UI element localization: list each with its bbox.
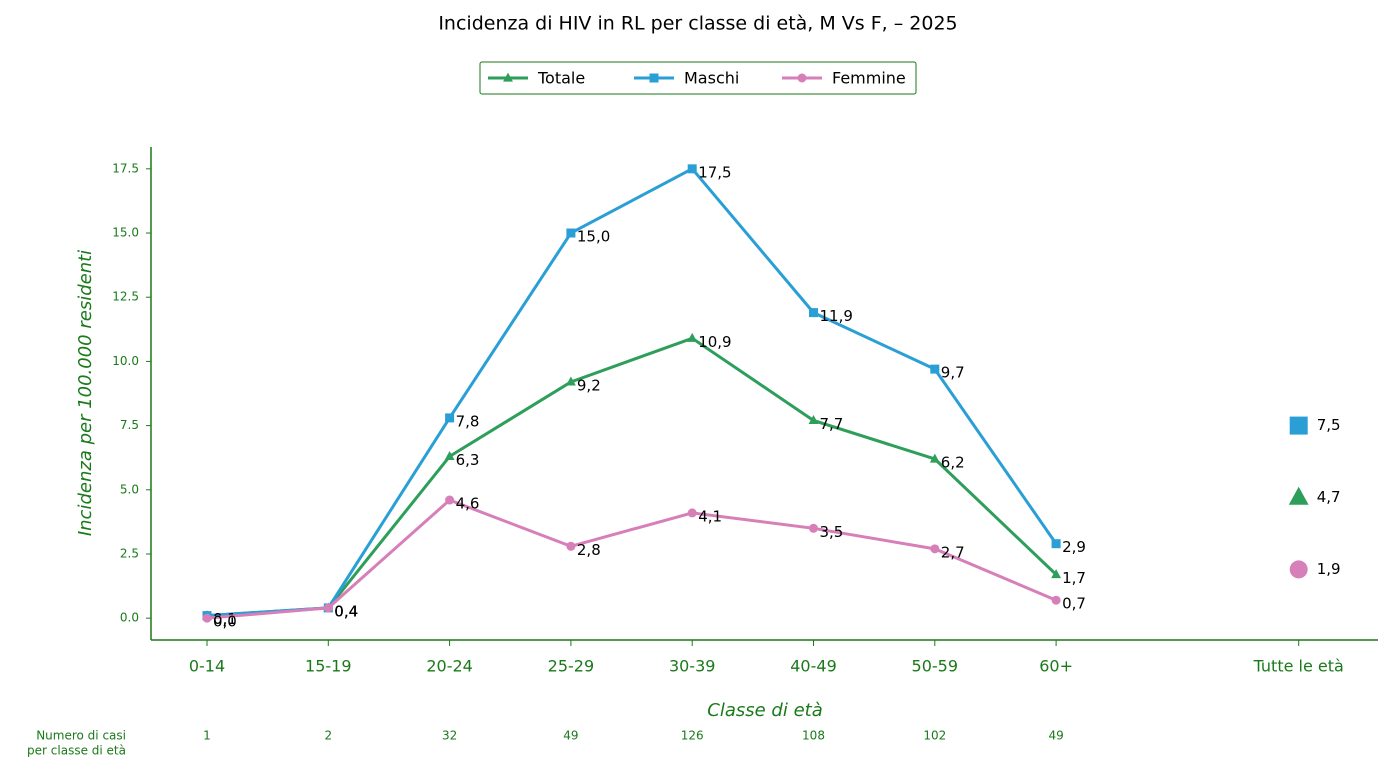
marker [565, 376, 576, 386]
marker [1289, 560, 1308, 579]
marker [323, 603, 333, 613]
legend-label: Femmine [832, 69, 906, 88]
series-line [206, 336, 1058, 618]
case-count: 49 [1048, 729, 1063, 743]
marker [687, 164, 697, 174]
marker [687, 508, 697, 518]
y-tick-label: 10.0 [112, 354, 139, 368]
value-label: 7,8 [456, 412, 480, 430]
marker [503, 72, 513, 82]
marker [1051, 539, 1061, 549]
series-line [206, 498, 1057, 620]
case-count: 126 [681, 729, 704, 743]
case-count: 49 [563, 729, 578, 743]
cases-label: Numero di casi [36, 729, 126, 743]
value-label: 1,7 [1062, 569, 1086, 587]
marker [1051, 569, 1062, 579]
marker [649, 73, 659, 83]
x-tick-label: 60+ [1039, 657, 1073, 676]
value-label: 2,8 [577, 541, 601, 559]
value-label: 17,5 [698, 163, 731, 181]
legend-label: Maschi [684, 69, 739, 88]
marker [444, 451, 455, 461]
y-tick-label: 5.0 [120, 482, 139, 496]
case-count: 1 [203, 729, 211, 743]
case-count: 2 [324, 729, 332, 743]
value-label: 0,4 [334, 602, 358, 620]
value-label: 6,2 [941, 453, 965, 471]
marker [808, 415, 819, 425]
legend-box [479, 61, 917, 95]
x-tick-label: 15-19 [305, 657, 352, 676]
x-tick-label: Tutte le età [1253, 657, 1344, 676]
value-label: 0,7 [1062, 595, 1086, 613]
series-line [206, 166, 1058, 618]
marker [1288, 486, 1309, 505]
value-label: 6,3 [456, 451, 480, 469]
x-tick-label: 0-14 [189, 657, 225, 676]
value-label: 11,9 [820, 307, 853, 325]
marker [445, 413, 455, 423]
y-tick-label: 2.5 [120, 546, 139, 560]
y-tick-label: 7.5 [120, 418, 139, 432]
x-tick-label: 30-39 [669, 657, 716, 676]
x-tick-label: 20-24 [426, 657, 473, 676]
x-tick-label: 40-49 [790, 657, 837, 676]
marker [1051, 595, 1061, 605]
legend-label: Totale [537, 69, 585, 88]
chart-title: Incidenza di HIV in RL per classe di età… [438, 13, 957, 35]
marker [1289, 416, 1308, 435]
y-tick-label: 15.0 [112, 226, 139, 240]
case-count: 102 [923, 729, 946, 743]
value-label: 0,0 [213, 613, 237, 631]
y-tick-label: 0.0 [120, 611, 139, 625]
value-label: 4,6 [456, 495, 480, 513]
value-label: 7,7 [820, 415, 844, 433]
value-label: 0,1 [213, 610, 237, 628]
value-label: 0,4 [334, 602, 358, 620]
value-label: 1,9 [1317, 560, 1341, 578]
y-tick-label: 12.5 [112, 290, 139, 304]
y-tick-label: 17.5 [112, 161, 139, 175]
value-label: 4,1 [698, 507, 722, 525]
value-label: 15,0 [577, 228, 610, 246]
value-label: 0,4 [334, 602, 358, 620]
marker [930, 544, 940, 554]
value-label: 4,7 [1317, 488, 1341, 506]
case-count: 32 [442, 729, 457, 743]
marker [202, 613, 212, 623]
value-label: 3,5 [820, 523, 844, 541]
marker [687, 332, 698, 342]
value-label: 2,9 [1062, 538, 1086, 556]
value-label: 9,7 [941, 364, 965, 382]
marker [930, 364, 940, 374]
marker [445, 495, 455, 505]
value-label: 10,9 [698, 333, 731, 351]
marker [929, 453, 940, 463]
marker [809, 523, 818, 533]
x-tick-label: 50-59 [912, 657, 959, 676]
x-tick-label: 25-29 [548, 657, 595, 676]
case-count: 108 [802, 729, 825, 743]
x-axis-label: Classe di età [707, 700, 822, 721]
y-axis-label: Incidenza per 100.000 residenti [75, 250, 96, 536]
marker [566, 228, 576, 238]
marker [809, 308, 818, 318]
cases-label: per classe di età [27, 744, 126, 758]
value-label: 7,5 [1317, 416, 1341, 434]
value-label: 2,7 [941, 543, 965, 561]
value-label: 9,2 [577, 376, 601, 394]
marker [797, 73, 807, 83]
marker [566, 541, 576, 551]
